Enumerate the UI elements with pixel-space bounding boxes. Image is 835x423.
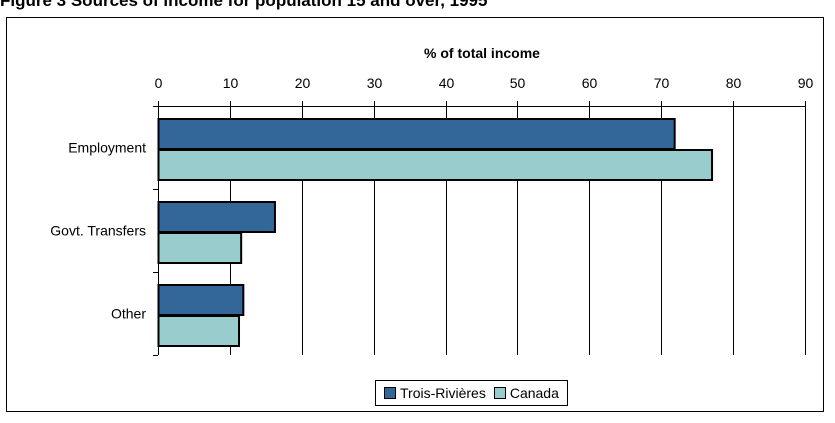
page-title: Figure 3 Sources of income for populatio…: [0, 0, 488, 10]
bars: [157, 118, 714, 347]
legend-swatch: [384, 387, 396, 399]
bar: [157, 232, 243, 264]
legend-label: Trois-Rivières: [400, 385, 486, 401]
legend: Trois-Rivières Canada: [375, 380, 568, 406]
axes: [153, 101, 806, 356]
category-label: Other: [111, 306, 146, 322]
x-tick-label: 60: [582, 75, 598, 91]
x-axis-title: % of total income: [424, 45, 540, 61]
bar: [157, 118, 676, 150]
category-label: Govt. Transfers: [50, 223, 146, 239]
bar: [157, 201, 276, 233]
x-tick-label: 80: [726, 75, 742, 91]
x-tick-label: 0: [155, 75, 163, 91]
category-labels: Employment Govt. Transfers Other: [50, 140, 146, 322]
x-tick-label: 30: [367, 75, 383, 91]
x-tick-label: 40: [439, 75, 455, 91]
legend-item: Trois-Rivières: [384, 385, 486, 401]
legend-swatch: [493, 387, 506, 399]
x-tick-label: 90: [798, 75, 814, 91]
bar: [157, 149, 714, 181]
bar: [157, 284, 245, 316]
x-tick-label: 10: [223, 75, 239, 91]
legend-item: Canada: [493, 385, 559, 401]
category-label: Employment: [68, 140, 146, 156]
x-tick-label: 50: [510, 75, 526, 91]
x-tick-label: 70: [654, 75, 670, 91]
title-strip: Figure 3 Sources of income for populatio…: [0, 0, 835, 16]
tick-labels: 0 10 20 30 40 50 60 70 80 90: [155, 75, 814, 91]
legend-label: Canada: [509, 385, 559, 401]
x-tick-label: 20: [295, 75, 311, 91]
bar: [157, 315, 241, 347]
